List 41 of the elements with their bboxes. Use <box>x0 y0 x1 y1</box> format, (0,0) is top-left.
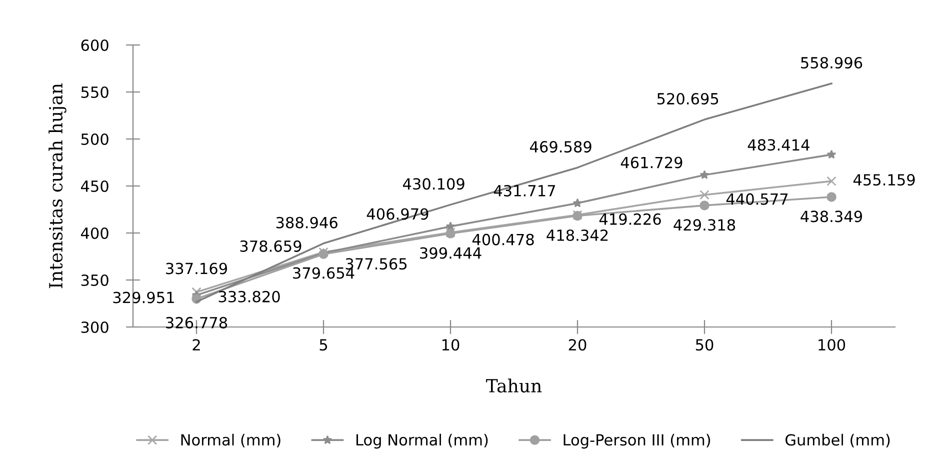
y-tick-label: 550 <box>81 86 108 98</box>
data-label: 399.444 <box>420 247 482 259</box>
y-tick-label: 600 <box>81 39 108 52</box>
y-tick-label: 350 <box>81 274 108 286</box>
data-label: 400.478 <box>472 234 534 246</box>
data-label: 483.414 <box>748 139 810 151</box>
data-label: 406.979 <box>366 208 428 220</box>
data-label: 438.349 <box>800 210 862 222</box>
legend-label: Gumbel (mm) <box>786 434 890 448</box>
data-label: 520.695 <box>657 92 718 105</box>
data-label: 558.996 <box>801 56 862 69</box>
x-tick-label: 10 <box>442 339 460 351</box>
data-label: 455.159 <box>853 174 915 186</box>
legend-label: Log-Person III (mm) <box>564 434 710 449</box>
data-label: 378.659 <box>240 240 302 252</box>
x-axis-title: Tahun <box>486 378 542 393</box>
y-tick-label: 450 <box>80 180 108 192</box>
data-label: 329.951 <box>113 292 174 304</box>
data-label: 431.717 <box>494 184 556 197</box>
data-label: 419.226 <box>599 213 661 225</box>
legend-label: Log Normal (mm) <box>356 434 488 449</box>
y-tick-label: 500 <box>81 133 108 146</box>
x-tick-label: 5 <box>320 339 328 351</box>
data-label: 430.109 <box>402 178 464 190</box>
data-label: 469.589 <box>530 141 592 153</box>
x-tick-label: 20 <box>568 339 586 351</box>
data-label: 388.946 <box>276 216 338 228</box>
x-tick-label: 100 <box>818 339 846 351</box>
data-label: 440.577 <box>726 193 788 205</box>
data-label: 429.318 <box>674 219 736 231</box>
x-tick-label: 50 <box>696 339 714 351</box>
data-label: 333.820 <box>218 290 280 302</box>
data-label: 418.342 <box>546 229 608 242</box>
y-axis-title: Intensitas curah hujan <box>48 83 66 288</box>
x-tick-label: 2 <box>192 339 200 350</box>
y-tick-label: 400 <box>80 227 108 240</box>
data-label: 461.729 <box>620 156 682 168</box>
data-label: 326.778 <box>166 316 228 328</box>
data-label: 337.169 <box>166 262 228 274</box>
legend-label: Normal (mm) <box>181 434 280 448</box>
y-tick-label: 300 <box>81 321 108 334</box>
